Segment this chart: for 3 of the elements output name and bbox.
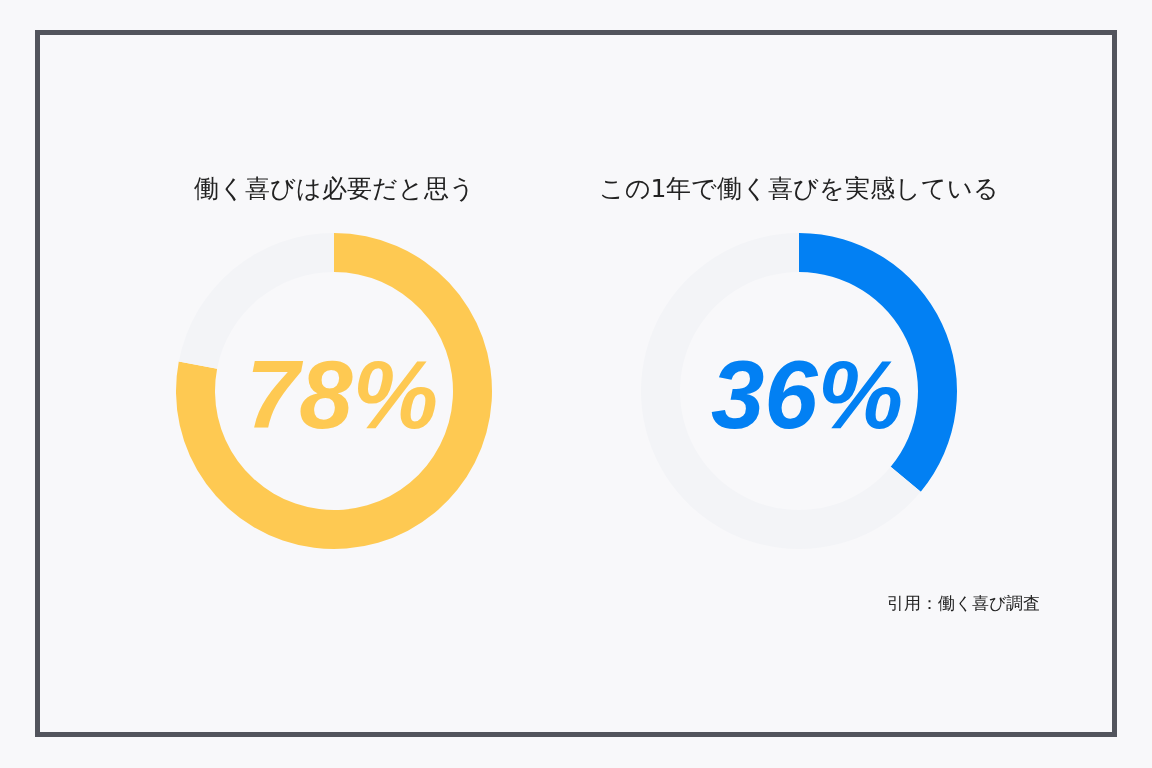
chart-title: この1年で働く喜びを実感している xyxy=(598,174,1000,203)
chart-title: 働く喜びは必要だと思う xyxy=(193,174,475,203)
text: 引用：働く喜び調査 xyxy=(887,593,1040,613)
